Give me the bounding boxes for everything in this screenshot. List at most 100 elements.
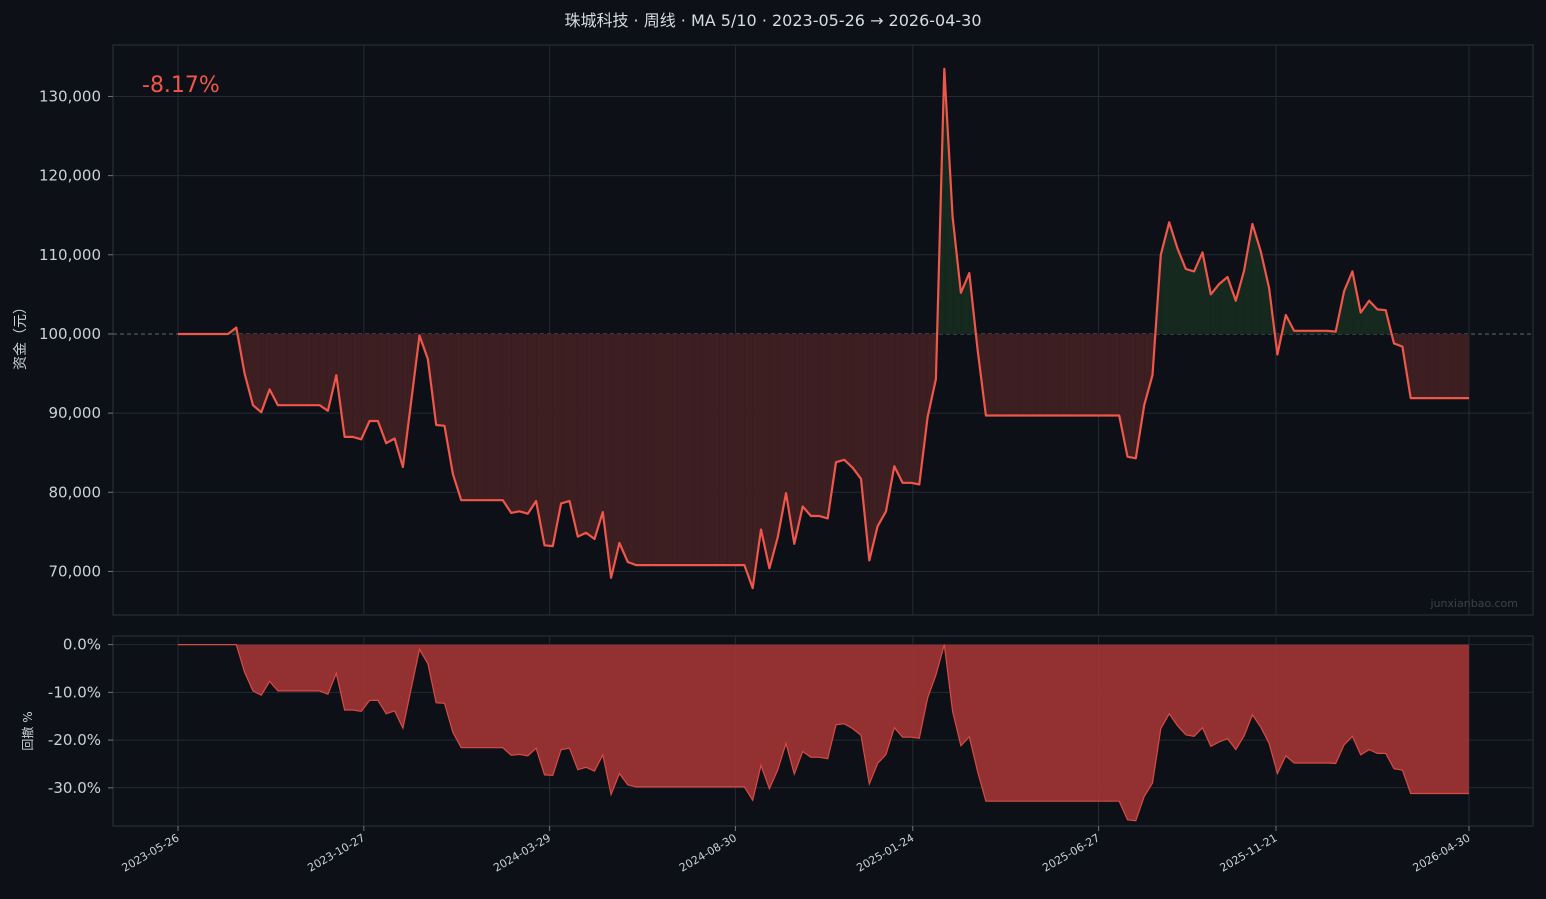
loss-area-segment (394, 333, 403, 467)
gain-area-segment (1360, 300, 1370, 334)
x-tick-label: 2026-04-30 (1411, 831, 1473, 874)
equity-line (178, 67, 1469, 590)
x-tick-label: 2024-08-30 (677, 831, 739, 874)
equity-y-tick-label: 120,000 (39, 167, 101, 185)
loss-area-segment (536, 333, 545, 546)
loss-area-segment (985, 333, 995, 416)
loss-area-segment (711, 333, 720, 566)
loss-area-segment (477, 333, 487, 501)
loss-area-segment (1419, 333, 1428, 399)
loss-area-segment (469, 333, 478, 501)
equity-y-tick-label: 80,000 (49, 483, 102, 501)
loss-area-segment (919, 333, 928, 485)
loss-area-segment (452, 333, 462, 501)
loss-area-segment (511, 333, 520, 513)
loss-area-segment (910, 333, 920, 485)
gain-area-segment (1260, 251, 1270, 334)
loss-area-segment (794, 333, 803, 544)
loss-area-segment (1010, 333, 1020, 416)
loss-area-segment (577, 333, 587, 537)
drawdown-y-tick-label: 0.0% (63, 636, 101, 654)
loss-area-segment (1094, 333, 1103, 416)
x-tick-label: 2023-05-26 (120, 831, 182, 874)
drawdown-y-ticks: 0.0% -10.0% -20.0% -30.0% (48, 636, 113, 797)
loss-area-segment (802, 333, 812, 517)
loss-area-segment (1144, 333, 1153, 406)
loss-area-segment (902, 333, 911, 483)
loss-area-segment (344, 333, 353, 437)
loss-area-segment (786, 333, 795, 544)
loss-area-segment (444, 333, 453, 475)
drawdown-area (178, 644, 1469, 821)
loss-area-segment (586, 333, 595, 539)
equity-y-tick-label: 110,000 (39, 246, 101, 264)
gain-area-segment (1177, 248, 1186, 334)
loss-area-segment (461, 333, 470, 501)
loss-area-segment (252, 333, 262, 413)
loss-area-segment (311, 333, 320, 406)
gain-area-segment (1377, 309, 1386, 334)
loss-area-segment (702, 333, 712, 566)
loss-area-segment (927, 333, 936, 418)
x-tick-label: 2025-06-27 (1040, 831, 1102, 874)
loss-area-segment (619, 333, 628, 562)
loss-area-segment (752, 333, 762, 589)
loss-area-segment (661, 333, 670, 566)
loss-area-segment (627, 333, 637, 566)
loss-area-segment (736, 333, 745, 566)
loss-area-segment (727, 333, 737, 566)
loss-area-segment (244, 333, 253, 406)
loss-area-segment (1052, 333, 1061, 416)
loss-area-segment (1085, 333, 1095, 416)
loss-area-segment (1460, 333, 1469, 399)
equity-y-tick-label: 100,000 (39, 325, 101, 343)
loss-area-segment (761, 333, 770, 569)
loss-area-segment (819, 333, 828, 519)
x-tick-label: 2024-03-29 (491, 831, 553, 874)
loss-area-segment (860, 333, 870, 561)
loss-area-segment (1427, 333, 1436, 399)
x-tick-label: 2025-01-24 (854, 831, 916, 874)
loss-area-segment (877, 333, 886, 527)
equity-panel: 70,000 80,000 90,000 100,000 110,000 120,000 1… (13, 44, 1534, 616)
loss-area-segment (869, 333, 878, 561)
loss-area-segment (1069, 333, 1078, 416)
equity-y-tick-label: 90,000 (49, 404, 102, 422)
loss-area-segment (286, 333, 295, 406)
loss-area-segment (369, 333, 378, 422)
loss-area-segment (835, 333, 845, 463)
gain-area-segment (1219, 276, 1228, 334)
loss-area-segment (436, 333, 445, 426)
loss-area-segment (1044, 333, 1053, 416)
return-label: -8.17% (142, 73, 220, 98)
equity-fill (227, 68, 1469, 589)
loss-area-segment (1135, 333, 1145, 459)
loss-area-segment (644, 333, 653, 566)
loss-area-segment (852, 333, 861, 479)
loss-area-segment (669, 333, 678, 566)
loss-area-segment (1435, 333, 1445, 399)
loss-area-segment (386, 333, 395, 444)
loss-area-segment (1002, 333, 1011, 416)
loss-area-segment (844, 333, 853, 468)
watermark: junxianbao.com (1429, 597, 1518, 610)
loss-area-segment (1127, 333, 1136, 459)
loss-area-segment (519, 333, 528, 514)
drawdown-line (178, 643, 1469, 822)
loss-area-segment (544, 333, 553, 547)
chart-title: 珠城科技 · 周线 · MA 5/10 · 2023-05-26 → 2026-… (564, 11, 981, 30)
x-axis-ticks: 2023-05-26 2023-10-27 2024-03-29 2024-08-30… (120, 826, 1473, 875)
gain-area-segment (1244, 223, 1253, 334)
gain-area-segment (1194, 252, 1203, 334)
drawdown-y-tick-label: -30.0% (48, 779, 101, 797)
gain-area-segment (1210, 284, 1220, 334)
loss-area-segment (561, 333, 570, 504)
gain-area-segment (1169, 222, 1178, 334)
loss-area-segment (552, 333, 562, 547)
loss-area-segment (636, 333, 645, 566)
loss-area-segment (327, 333, 337, 411)
loss-area-segment (319, 333, 328, 411)
loss-area-segment (402, 333, 412, 467)
loss-area-segment (527, 333, 537, 514)
